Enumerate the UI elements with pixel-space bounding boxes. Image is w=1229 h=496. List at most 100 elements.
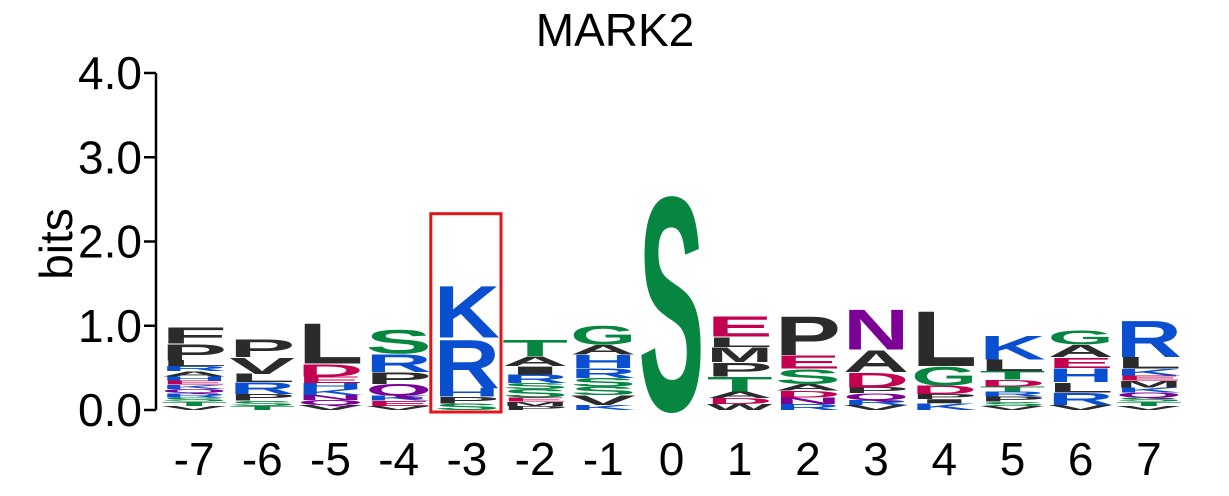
logo-letter: P bbox=[911, 393, 977, 401]
x-tick-label: -3 bbox=[446, 433, 487, 485]
logo-letter: S bbox=[366, 322, 432, 361]
logo-letter: P bbox=[229, 334, 295, 362]
logo-letter: S bbox=[570, 384, 636, 397]
logo-letter: T bbox=[980, 385, 1046, 393]
logo-letter: L bbox=[298, 312, 364, 376]
logo-letter: I bbox=[502, 364, 568, 377]
logo-letter: W bbox=[707, 403, 773, 412]
logo-letter: G bbox=[911, 362, 977, 392]
logo-letter: D bbox=[980, 378, 1046, 388]
logo-letter: S bbox=[161, 396, 227, 402]
logo-letter: E bbox=[1116, 374, 1182, 382]
logo-letter: S bbox=[434, 402, 500, 412]
logo-letter: H bbox=[161, 375, 227, 382]
logo-letter: E bbox=[366, 400, 432, 408]
logo-letter: P bbox=[775, 305, 841, 367]
logo-letter: V bbox=[229, 353, 295, 379]
logo-letter: E bbox=[1048, 354, 1114, 371]
logo-letter: Q bbox=[366, 381, 432, 399]
logo-letter: R bbox=[1048, 389, 1114, 409]
x-tick-label: -2 bbox=[515, 433, 556, 485]
logo-letter: N bbox=[298, 394, 364, 402]
logo-letter: P bbox=[502, 405, 568, 411]
logo-letter: R bbox=[161, 365, 227, 373]
logo-letter: L bbox=[1048, 380, 1114, 395]
y-tick-label: 2.0 bbox=[78, 216, 142, 268]
logo-letter: S bbox=[502, 382, 568, 391]
logo-letter: T bbox=[229, 405, 295, 411]
logo-letter: G bbox=[1048, 326, 1114, 349]
highlight-box bbox=[429, 212, 503, 414]
logo-letter: P bbox=[161, 340, 227, 366]
logo-letter: D bbox=[911, 384, 977, 397]
logo-letter: A bbox=[502, 354, 568, 369]
x-tick-label: -6 bbox=[242, 433, 283, 485]
logo-letter: S bbox=[775, 365, 841, 388]
logo-letter: R bbox=[775, 403, 841, 412]
logo-letter: F bbox=[161, 322, 227, 348]
logo-letter: E bbox=[502, 396, 568, 402]
logo-letter: G bbox=[570, 321, 636, 351]
logo-letter: S bbox=[980, 401, 1046, 407]
x-tick-label: 2 bbox=[795, 433, 821, 485]
x-tick-label: -4 bbox=[378, 433, 419, 485]
logo-letter: R bbox=[980, 390, 1046, 398]
logo-letter: L bbox=[707, 334, 773, 349]
logo-letter: R bbox=[502, 373, 568, 386]
x-tick-label: 6 bbox=[1068, 433, 1094, 485]
logo-letter: I bbox=[911, 398, 977, 404]
x-tick-label: 7 bbox=[1136, 433, 1162, 485]
logo-letter: E bbox=[161, 380, 227, 386]
logo-letter: K bbox=[911, 402, 977, 412]
logo-letter: R bbox=[570, 365, 636, 380]
logo-letter: L bbox=[1116, 354, 1182, 372]
logo-letter: E bbox=[298, 375, 364, 385]
chart-title: MARK2 bbox=[536, 4, 694, 56]
logo-letter: L bbox=[911, 295, 977, 383]
logo-letter: R bbox=[229, 379, 295, 397]
highlight-layer bbox=[429, 212, 503, 414]
logo-letter: R bbox=[434, 327, 500, 404]
logo-letter: R bbox=[161, 392, 227, 399]
x-tick-label: 0 bbox=[659, 433, 685, 485]
logo-letter: T bbox=[980, 369, 1046, 382]
logo-letter: D bbox=[298, 360, 364, 380]
logo-letter: T bbox=[502, 335, 568, 361]
x-axis-ticks: -7 -6 -5 -4 -3 -2 -1 0 1 2 3 4 5 6 7 bbox=[174, 433, 1162, 485]
logo-letter: A bbox=[570, 342, 636, 357]
logo-letter: A bbox=[775, 382, 841, 392]
logo-letter: A bbox=[843, 344, 909, 379]
logo-letter: T bbox=[707, 373, 773, 396]
logo-letter: S bbox=[502, 387, 568, 400]
logo-letter: P bbox=[980, 395, 1046, 403]
x-tick-label: 3 bbox=[863, 433, 889, 485]
y-tick-label: 3.0 bbox=[78, 131, 142, 183]
logo-letter: L bbox=[161, 359, 227, 368]
logo-letter: M bbox=[707, 344, 773, 367]
logo-letter: P bbox=[366, 370, 432, 388]
logo-letter: K bbox=[1116, 386, 1182, 394]
logo-letter: N bbox=[775, 396, 841, 406]
logo-letter: K bbox=[570, 404, 636, 412]
x-tick-label: 5 bbox=[1000, 433, 1026, 485]
logo-letter: Q bbox=[1116, 391, 1182, 399]
x-tick-label: -5 bbox=[310, 433, 351, 485]
logo-letter: S bbox=[570, 376, 636, 389]
y-tick-label: 0.0 bbox=[78, 384, 142, 436]
logo-letter: A bbox=[161, 370, 227, 378]
logo-letter: Q bbox=[298, 399, 364, 407]
x-tick-label: 4 bbox=[932, 433, 958, 485]
logo-letter: V bbox=[570, 392, 636, 408]
logo-letter: K bbox=[434, 271, 500, 354]
logo-letter: K bbox=[298, 387, 364, 396]
logo-letter: K bbox=[161, 384, 227, 390]
logo-letter: A bbox=[1048, 341, 1114, 361]
y-tick-label: 1.0 bbox=[78, 300, 142, 352]
logo-letter: P bbox=[229, 392, 295, 402]
logo-letter: E bbox=[707, 311, 773, 343]
logo-letter: N bbox=[843, 298, 909, 362]
logo-letter: L bbox=[980, 357, 1046, 375]
logo-letter: S bbox=[229, 400, 295, 408]
